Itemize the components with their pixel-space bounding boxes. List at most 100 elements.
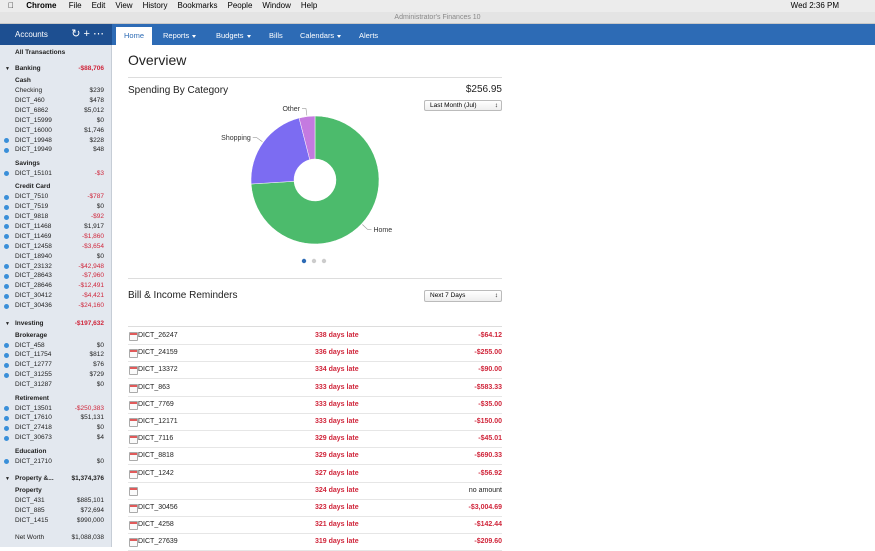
account-dot bbox=[4, 214, 9, 220]
main: Overview Spending By Category $256.95 La… bbox=[112, 45, 875, 551]
account-group[interactable]: Banking -$88,706 ▼ bbox=[0, 64, 112, 74]
account-name: DICT_885 bbox=[15, 506, 45, 514]
tab[interactable]: Calendars bbox=[292, 27, 349, 45]
reminder-status: 338 days late bbox=[315, 332, 359, 339]
account-dot bbox=[4, 194, 9, 200]
account-section[interactable]: Credit Card bbox=[0, 182, 112, 192]
account-group-amount: -$197,632 bbox=[74, 319, 104, 327]
account-section-name: Cash bbox=[15, 77, 31, 84]
all-transactions[interactable]: All Transactions bbox=[0, 48, 112, 58]
period-dropdown[interactable]: Last Month (Jul) ↕ bbox=[424, 100, 502, 111]
sidebar-actions[interactable]: ↻ + ⋯ bbox=[71, 28, 104, 40]
tab[interactable]: Alerts bbox=[351, 27, 386, 45]
account[interactable]: DICT_15999 $0 bbox=[0, 116, 112, 126]
account[interactable]: DICT_11754 $812 bbox=[0, 350, 112, 360]
account[interactable]: DICT_31287 $0 bbox=[0, 380, 112, 390]
reminder-row[interactable]: DICT_8818 329 days late -$690.33 bbox=[128, 447, 502, 466]
bill-icon bbox=[129, 504, 138, 513]
reminder-row[interactable]: DICT_30456 323 days late -$3,004.69 bbox=[128, 499, 502, 517]
account-amount: -$12,491 bbox=[78, 282, 104, 290]
account-dot bbox=[4, 224, 9, 230]
apple-menu[interactable]:  bbox=[8, 1, 14, 10]
account[interactable]: DICT_885 $72,694 bbox=[0, 506, 112, 516]
account[interactable]: DICT_30412 -$4,421 bbox=[0, 291, 112, 301]
reminder-row[interactable]: DICT_26247 338 days late -$64.12 bbox=[128, 327, 502, 345]
account[interactable]: DICT_23132 -$42,948 bbox=[0, 262, 112, 272]
net-worth[interactable]: Net Worth $1,088,038 bbox=[0, 533, 112, 543]
reminder-row[interactable]: 324 days late no amount bbox=[128, 482, 502, 500]
account-section[interactable]: Property bbox=[0, 486, 112, 496]
bill-icon bbox=[129, 521, 138, 531]
account[interactable]: DICT_30436 -$24,160 bbox=[0, 301, 112, 311]
account-amount: $0 bbox=[96, 381, 104, 389]
account[interactable]: DICT_21710 $0 bbox=[0, 457, 112, 467]
account[interactable]: DICT_19949 $48 bbox=[0, 145, 112, 155]
account-amount: $0 bbox=[96, 457, 104, 465]
reminder-status: 329 days late bbox=[315, 435, 359, 443]
account[interactable]: DICT_30673 $4 bbox=[0, 433, 112, 443]
reminder-row[interactable]: DICT_7769 333 days late -$35.00 bbox=[128, 396, 502, 414]
menu-item[interactable]: People bbox=[219, 1, 253, 10]
all-transactions-name: All Transactions bbox=[15, 49, 66, 56]
app-name[interactable]: Chrome bbox=[18, 1, 56, 10]
menu-item[interactable]: Bookmarks bbox=[169, 1, 217, 10]
account-group[interactable]: Property &... $1,374,376 ▼ bbox=[0, 474, 112, 484]
menu-item[interactable]: View bbox=[107, 1, 132, 10]
account[interactable]: DICT_11469 -$1,860 bbox=[0, 232, 112, 242]
menu-item[interactable]: History bbox=[134, 1, 168, 10]
bill-icon bbox=[129, 332, 138, 341]
tab[interactable]: Bills bbox=[261, 27, 291, 45]
reminder-amount: -$56.92 bbox=[478, 469, 502, 477]
account[interactable]: DICT_12777 $76 bbox=[0, 360, 112, 370]
reminder-row[interactable]: DICT_1242 327 days late -$56.92 bbox=[128, 465, 502, 483]
account[interactable]: DICT_6862 $5,012 bbox=[0, 106, 112, 116]
reminder-row[interactable]: DICT_13372 334 days late -$90.00 bbox=[128, 361, 502, 380]
account[interactable]: DICT_16000 $1,746 bbox=[0, 126, 112, 136]
account[interactable]: DICT_1415 $990,000 bbox=[0, 516, 112, 526]
reminder-row[interactable]: DICT_7116 329 days late -$45.01 bbox=[128, 430, 502, 449]
account[interactable]: DICT_19948 $228 bbox=[0, 136, 112, 146]
account-dot bbox=[4, 303, 9, 309]
spending-total: $256.95 bbox=[465, 84, 502, 95]
tab[interactable]: Reports bbox=[155, 27, 204, 45]
account[interactable]: DICT_31255 $729 bbox=[0, 370, 112, 380]
clock[interactable]: Wed 2:36 PM bbox=[790, 1, 839, 10]
reminder-row[interactable]: DICT_4258 321 days late -$142.44 bbox=[128, 516, 502, 535]
account[interactable]: DICT_9818 -$92 bbox=[0, 212, 112, 222]
account-section[interactable]: Brokerage bbox=[0, 331, 112, 341]
menu-item[interactable]: Window bbox=[254, 1, 290, 10]
account[interactable]: DICT_458 $0 bbox=[0, 341, 112, 351]
account[interactable]: Checking $239 bbox=[0, 86, 112, 96]
reminder-row[interactable]: DICT_27639 319 days late -$209.60 bbox=[128, 533, 502, 551]
account[interactable]: DICT_15101 -$3 bbox=[0, 169, 112, 179]
account[interactable]: DICT_28643 -$7,960 bbox=[0, 271, 112, 281]
account[interactable]: DICT_13501 -$250,383 bbox=[0, 404, 112, 414]
account[interactable]: DICT_7519 $0 bbox=[0, 202, 112, 212]
account[interactable]: DICT_17610 $51,131 bbox=[0, 413, 112, 423]
reminder-row[interactable]: DICT_863 333 days late -$583.33 bbox=[128, 379, 502, 397]
menu-item[interactable]: Help bbox=[292, 1, 317, 10]
menu-item[interactable]: Edit bbox=[83, 1, 106, 10]
account-section[interactable]: Cash bbox=[0, 76, 112, 86]
account[interactable]: DICT_27418 $0 bbox=[0, 423, 112, 433]
reminder-status: 333 days late bbox=[315, 418, 359, 425]
account[interactable]: DICT_11468 $1,917 bbox=[0, 222, 112, 232]
account-section[interactable]: Retirement bbox=[0, 394, 112, 404]
reminder-row[interactable]: DICT_24159 336 days late -$255.00 bbox=[128, 344, 502, 363]
account[interactable]: DICT_18940 $0 bbox=[0, 252, 112, 262]
account-section[interactable]: Savings bbox=[0, 159, 112, 169]
bill-icon bbox=[129, 418, 138, 427]
bill-icon bbox=[129, 383, 138, 393]
account[interactable]: DICT_28646 -$12,491 bbox=[0, 281, 112, 291]
account[interactable]: DICT_7510 -$787 bbox=[0, 192, 112, 202]
tab[interactable]: Home bbox=[116, 27, 153, 45]
account[interactable]: DICT_12458 -$3,654 bbox=[0, 242, 112, 252]
account[interactable]: DICT_460 $478 bbox=[0, 96, 112, 106]
reminder-row[interactable]: DICT_12171 333 days late -$150.00 bbox=[128, 413, 502, 431]
account-section[interactable]: Education bbox=[0, 447, 112, 457]
tab[interactable]: Budgets bbox=[208, 27, 259, 45]
account[interactable]: DICT_431 $885,101 bbox=[0, 496, 112, 506]
reminders-dropdown[interactable]: Next 7 Days ↕ bbox=[424, 290, 502, 302]
account-group[interactable]: Investing -$197,632 ▼ bbox=[0, 319, 112, 329]
menu-item[interactable]: File bbox=[60, 1, 82, 10]
